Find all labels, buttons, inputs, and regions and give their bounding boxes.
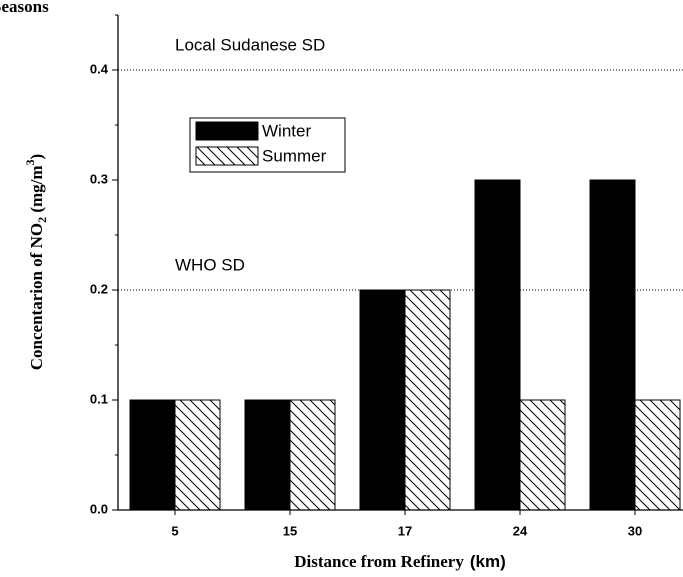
y-label-text: Concentarion of NO xyxy=(27,223,46,370)
reference-label: WHO SD xyxy=(175,255,245,274)
x-tick-label: 24 xyxy=(513,523,528,538)
legend-label: Summer xyxy=(262,146,327,165)
bar xyxy=(129,399,176,511)
x-label-unit: (km) xyxy=(470,552,506,571)
x-axis-label: Distance from Refinery (km) xyxy=(294,552,506,572)
x-tick-label: 30 xyxy=(628,523,642,538)
bar xyxy=(634,399,681,511)
y-tick-label: 0.3 xyxy=(90,171,108,186)
y-tick-label: 0.4 xyxy=(90,61,109,76)
bar xyxy=(589,179,636,511)
y-tick-label: 0.2 xyxy=(90,281,108,296)
y-label-sup: 3 xyxy=(23,159,37,165)
bar xyxy=(359,289,406,511)
x-tick-label: 5 xyxy=(171,523,178,538)
chart-title: Seasons xyxy=(0,0,49,16)
bar xyxy=(474,179,521,511)
x-tick-label: 17 xyxy=(398,523,412,538)
reference-label: Local Sudanese SD xyxy=(175,35,325,54)
x-label-text: Distance from Refinery xyxy=(294,552,464,571)
legend-swatch xyxy=(195,146,259,166)
y-axis-label: Concentarion of NO2 (mg/m3) xyxy=(23,154,49,370)
y-label-text: ) xyxy=(27,154,46,160)
bar xyxy=(404,289,451,511)
y-tick-label: 0.1 xyxy=(90,391,108,406)
legend-swatch xyxy=(195,121,259,141)
y-label-sub: 2 xyxy=(35,217,49,223)
legend-label: Winter xyxy=(262,121,311,140)
bar xyxy=(174,399,221,511)
bar xyxy=(244,399,291,511)
legend-box xyxy=(189,117,346,173)
bar xyxy=(519,399,566,511)
bar xyxy=(289,399,336,511)
y-tick-label: 0.0 xyxy=(90,501,108,516)
y-label-text: (mg/m xyxy=(27,165,46,216)
x-tick-label: 15 xyxy=(283,523,297,538)
